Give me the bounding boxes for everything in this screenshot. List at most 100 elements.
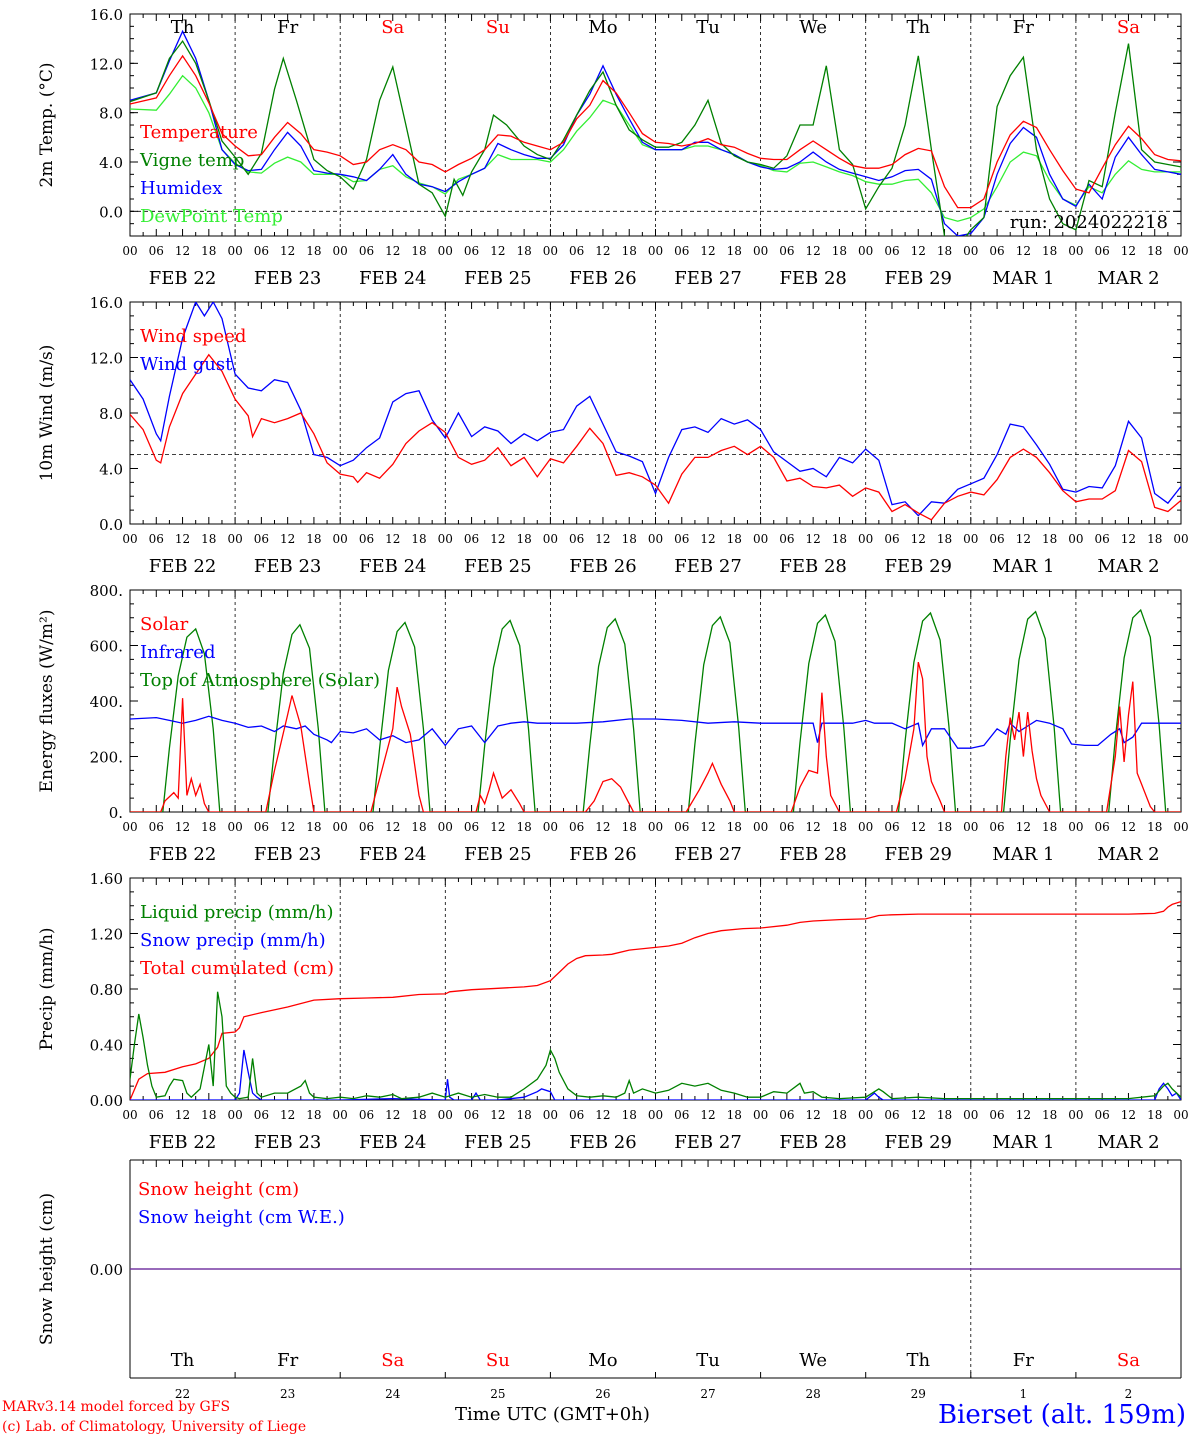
legend-entry: Temperature xyxy=(140,122,258,143)
hour-label: 06 xyxy=(254,244,269,258)
hour-label: 00 xyxy=(227,820,242,834)
hour-label: 18 xyxy=(622,244,637,258)
day-of-week-label: We xyxy=(799,1350,827,1371)
hour-label: 12 xyxy=(595,820,610,834)
day-number-label: 24 xyxy=(385,1387,401,1401)
legend-entry: Solar xyxy=(140,614,189,635)
hour-label: 18 xyxy=(411,244,426,258)
date-label: FEB 22 xyxy=(149,844,216,865)
hour-label: 00 xyxy=(648,244,663,258)
date-label: MAR 2 xyxy=(1097,1132,1159,1153)
series-line-temperature xyxy=(130,54,1181,209)
date-label: MAR 1 xyxy=(992,268,1054,289)
legend-entry: Total cumulated (cm) xyxy=(140,958,334,979)
hour-label: 00 xyxy=(438,532,453,546)
hour-label: 06 xyxy=(464,1108,479,1122)
day-of-week-label: Fr xyxy=(1013,17,1034,38)
hour-label: 06 xyxy=(674,532,689,546)
y-tick-label: 1.20 xyxy=(90,926,123,944)
hour-label: 00 xyxy=(333,820,348,834)
date-label: FEB 27 xyxy=(674,1132,741,1153)
hour-label: 06 xyxy=(359,532,374,546)
hour-label: 12 xyxy=(806,1108,821,1122)
hour-label: 18 xyxy=(832,244,847,258)
hour-label: 12 xyxy=(385,532,400,546)
date-label: FEB 26 xyxy=(569,844,636,865)
series-line-infrared xyxy=(130,715,1181,749)
date-label: FEB 29 xyxy=(885,844,952,865)
day-of-week-label: Sa xyxy=(1117,1350,1140,1371)
series-line-liquid-precip-mm-h- xyxy=(130,991,1181,1100)
hour-label: 06 xyxy=(1095,1108,1110,1122)
hour-label: 12 xyxy=(700,244,715,258)
date-label: FEB 29 xyxy=(885,1132,952,1153)
hour-label: 00 xyxy=(1068,820,1083,834)
legend-entry: Vigne temp xyxy=(139,150,244,171)
hour-label: 18 xyxy=(411,820,426,834)
x-axis-title: Time UTC (GMT+0h) xyxy=(455,1404,650,1425)
hour-label: 12 xyxy=(490,532,505,546)
hour-label: 06 xyxy=(1095,532,1110,546)
date-label: FEB 25 xyxy=(464,1132,531,1153)
y-tick-label: 12.0 xyxy=(90,55,123,73)
hour-label: 18 xyxy=(1042,1108,1057,1122)
hour-label: 06 xyxy=(884,244,899,258)
hour-label: 18 xyxy=(201,532,216,546)
hour-label: 18 xyxy=(937,532,952,546)
hour-label: 00 xyxy=(543,820,558,834)
hour-label: 00 xyxy=(122,532,137,546)
date-label: FEB 26 xyxy=(569,268,636,289)
hour-label: 12 xyxy=(280,820,295,834)
hour-label: 00 xyxy=(963,244,978,258)
hour-label: 12 xyxy=(490,1108,505,1122)
hour-label: 00 xyxy=(438,244,453,258)
y-tick-label: 400. xyxy=(90,693,123,711)
y-tick-label: 0.00 xyxy=(90,1092,123,1110)
series-line-snow-precip-mm-h- xyxy=(130,1049,1181,1100)
date-label: FEB 25 xyxy=(464,556,531,577)
hour-label: 00 xyxy=(1068,244,1083,258)
hour-label: 18 xyxy=(727,820,742,834)
legend-entry: Infrared xyxy=(140,642,215,663)
hour-label: 18 xyxy=(516,244,531,258)
day-of-week-label: Su xyxy=(486,1350,510,1371)
date-label: FEB 28 xyxy=(779,844,846,865)
hour-label: 06 xyxy=(254,532,269,546)
hour-label: 12 xyxy=(595,244,610,258)
hour-label: 00 xyxy=(1068,1108,1083,1122)
hour-label: 06 xyxy=(149,820,164,834)
date-label: FEB 28 xyxy=(779,268,846,289)
hour-label: 12 xyxy=(806,820,821,834)
hour-label: 12 xyxy=(175,532,190,546)
hour-label: 18 xyxy=(937,1108,952,1122)
day-of-week-label: We xyxy=(799,17,827,38)
series-line-total-cumulated-cm- xyxy=(130,900,1181,1100)
legend-entry: Snow precip (mm/h) xyxy=(140,930,326,951)
hour-label: 12 xyxy=(700,1108,715,1122)
hour-label: 06 xyxy=(779,532,794,546)
hour-label: 18 xyxy=(411,1108,426,1122)
hour-label: 00 xyxy=(858,532,873,546)
hour-label: 06 xyxy=(674,820,689,834)
hour-label: 12 xyxy=(1121,820,1136,834)
date-label: FEB 25 xyxy=(464,844,531,865)
hour-label: 12 xyxy=(1121,1108,1136,1122)
date-label: FEB 29 xyxy=(885,268,952,289)
hour-label: 06 xyxy=(1095,244,1110,258)
hour-label: 06 xyxy=(884,1108,899,1122)
hour-label: 06 xyxy=(359,244,374,258)
hour-label: 18 xyxy=(937,820,952,834)
y-tick-label: 8.0 xyxy=(99,405,123,423)
hour-label: 00 xyxy=(1173,532,1188,546)
hour-label: 00 xyxy=(1173,244,1188,258)
hour-label: 18 xyxy=(832,532,847,546)
date-label: FEB 25 xyxy=(464,268,531,289)
legend-entry: Wind gust xyxy=(140,354,233,375)
hour-label: 00 xyxy=(963,1108,978,1122)
hour-label: 00 xyxy=(648,1108,663,1122)
day-of-week-label: Tu xyxy=(696,17,720,38)
hour-label: 18 xyxy=(201,244,216,258)
day-number-label: 28 xyxy=(806,1387,821,1401)
hour-label: 00 xyxy=(858,1108,873,1122)
y-tick-label: 800. xyxy=(90,582,123,600)
